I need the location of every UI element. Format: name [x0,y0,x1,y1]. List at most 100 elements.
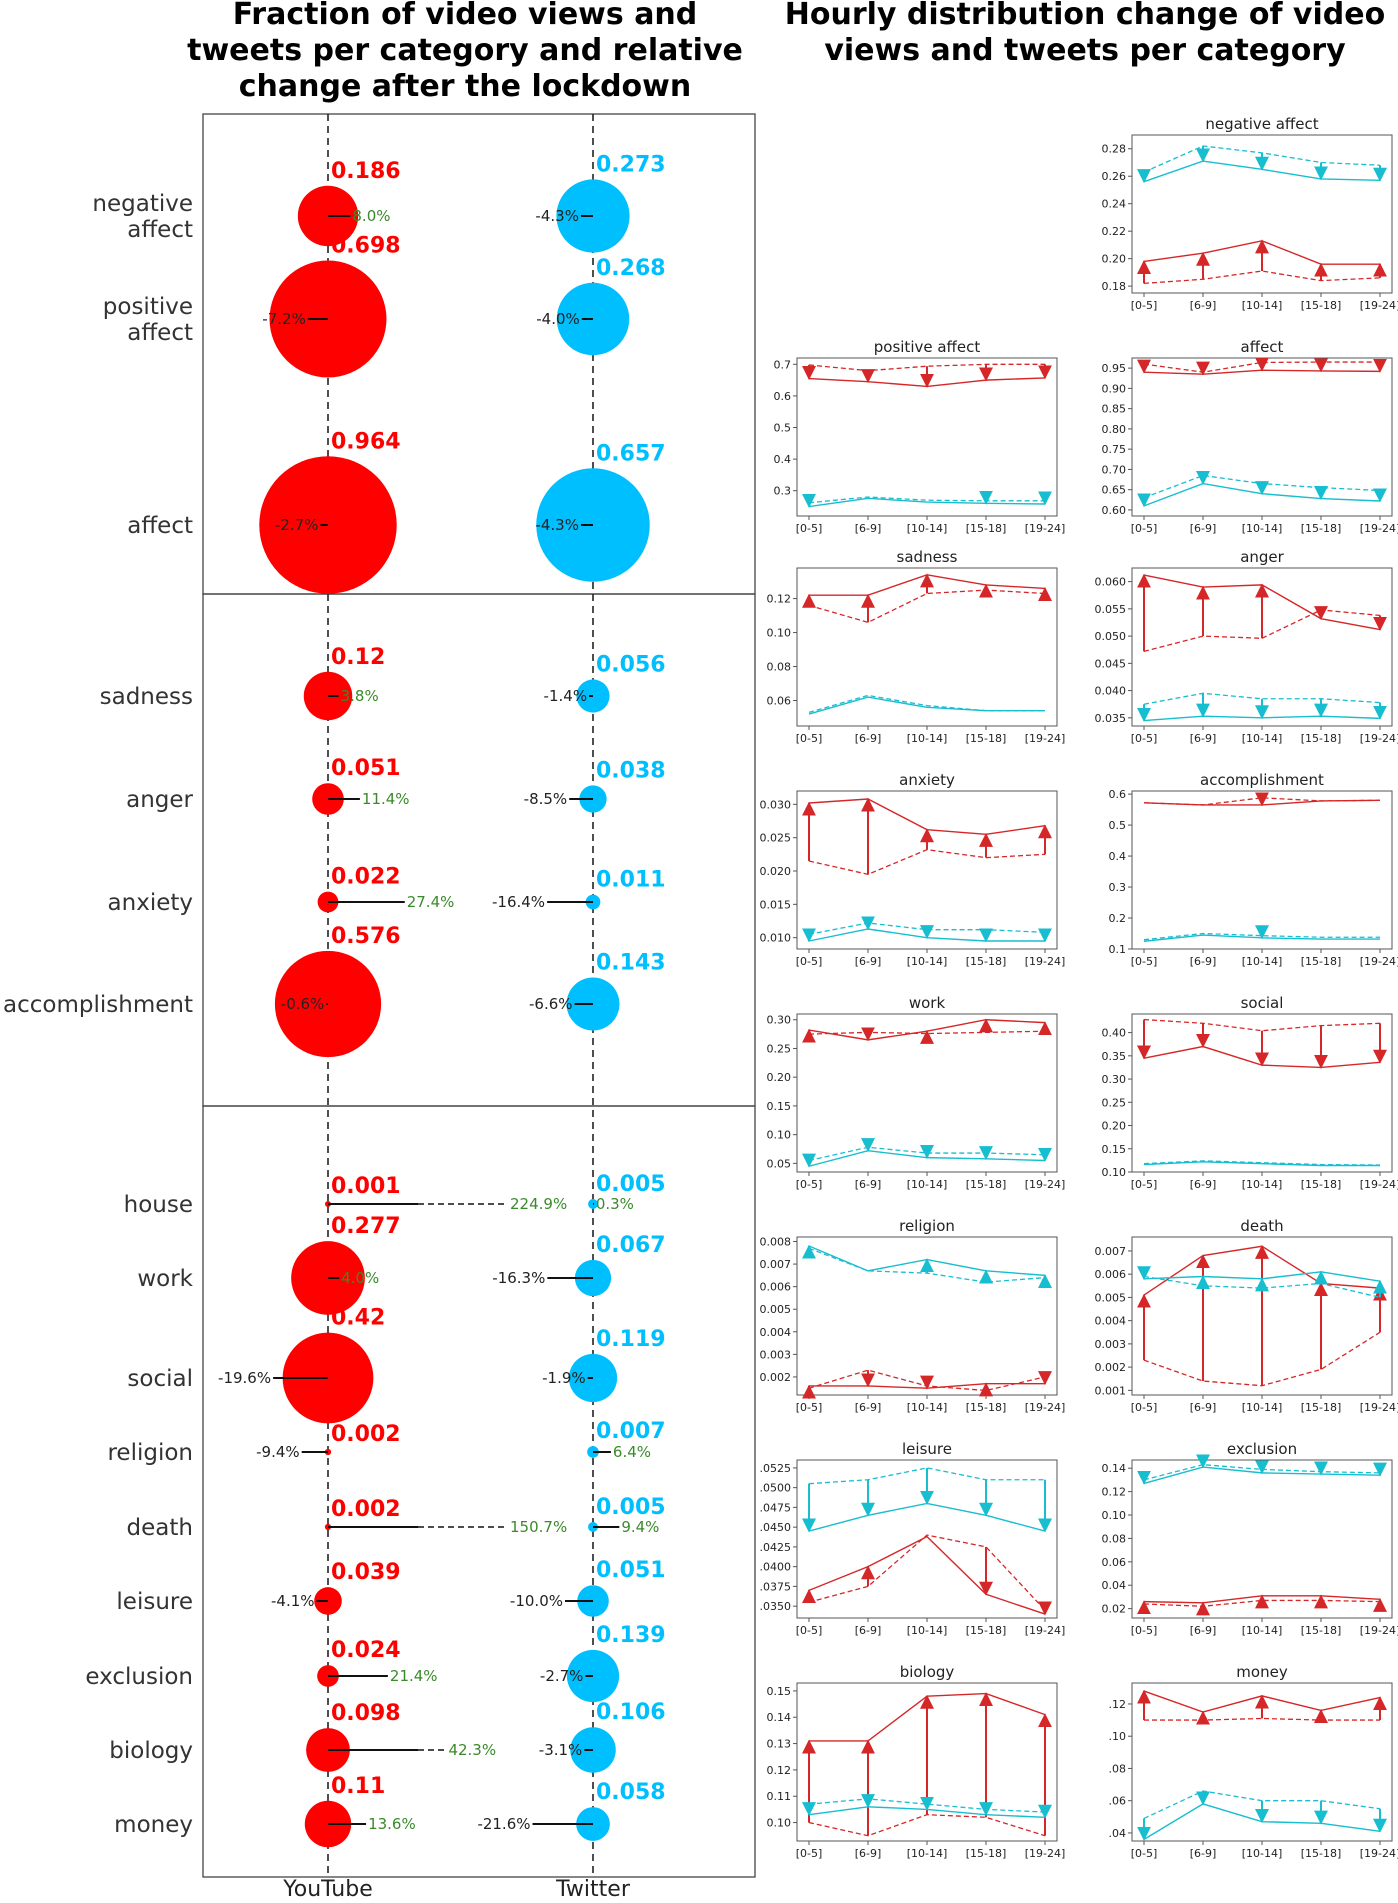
y-tick-label: 0.02 [1102,1603,1127,1616]
category-label: social [127,1366,193,1392]
youtube-value-label: 0.576 [331,924,401,949]
x-tick-label: [15-18] [966,732,1007,745]
y-tick-label: 0.007 [1095,1245,1127,1258]
x-tick-label: [15-18] [1301,1401,1342,1414]
youtube-value-label: 0.186 [331,159,401,184]
twitter-change-label: -3.1% [539,1741,583,1759]
panel-title: positive affect [874,338,981,356]
category-label: anxiety [108,890,193,916]
panel-frame [1132,1460,1392,1618]
x-tick-label: [6-9] [1190,1178,1217,1191]
y-tick-label: 0.2 [1109,912,1127,925]
y-tick-label: 0.06 [767,695,792,708]
y-tick-label: 0.055 [1095,603,1127,616]
x-tick-label: [15-18] [966,1178,1007,1191]
y-tick-label: 0.003 [1095,1338,1127,1351]
x-tick-label: [19-24] [1025,522,1066,535]
panel-religion: religion0.0020.0030.0040.0050.0060.0070.… [760,1217,1066,1414]
y-tick-label: 0.65 [1102,484,1127,497]
x-tick-label: [6-9] [855,1178,882,1191]
y-tick-label: 0.5 [1109,819,1127,832]
twitter-value-label: 0.119 [596,1327,666,1352]
y-tick-label: 0.004 [1095,1315,1127,1328]
panel-title: accomplishment [1200,771,1324,789]
youtube-change-label: -19.6% [218,1369,271,1387]
y-tick-label: 0.007 [760,1258,792,1271]
x-tick-label: [15-18] [1301,1847,1342,1860]
panel-title: exclusion [1227,1440,1297,1458]
panel-title: anxiety [899,771,955,789]
y-tick-label: 0.15 [1102,1143,1127,1156]
twitter-change-label: -2.7% [540,1667,584,1685]
x-tick-label: [0-5] [1131,955,1158,968]
group-frame [203,1106,755,1877]
panel-death: death0.0010.0020.0030.0040.0050.0060.007… [1095,1217,1398,1414]
x-tick-label: [0-5] [796,732,823,745]
left-title-line: change after the lockdown [239,69,692,104]
y-tick-label: 0.003 [760,1348,792,1361]
youtube-change-label: -0.6% [281,995,325,1013]
y-tick-label: 0.10 [767,1129,792,1142]
y-tick-label: 0.24 [1102,198,1127,211]
y-tick-label: 0.5 [774,422,792,435]
y-tick-label: 0.35 [1102,1050,1127,1063]
x-tick-label: [0-5] [1131,1178,1158,1191]
youtube-change-label: 150.7% [510,1518,567,1536]
twitter-value-label: 0.005 [596,1172,666,1197]
x-tick-label: [0-5] [1131,299,1158,312]
x-tick-label: [0-5] [1131,1624,1158,1637]
panel-positive-affect: positive affect0.30.40.50.60.7[0-5][6-9]… [774,338,1066,535]
category-label: sadness [100,684,193,710]
twitter-change-label: 0.3% [596,1195,634,1213]
y-tick-label: 0.025 [760,832,792,845]
twitter-axis-label: Twitter [555,1877,631,1899]
youtube-change-label: 4.0% [341,1269,379,1287]
twitter-value-label: 0.143 [596,951,666,976]
y-tick-label: 0.20 [767,1071,792,1084]
x-tick-label: [10-14] [907,522,948,535]
y-tick-label: 0.95 [1102,362,1127,375]
x-tick-label: [6-9] [855,1624,882,1637]
y-tick-label: 0.14 [1102,1462,1127,1475]
x-tick-label: [19-24] [1025,1401,1066,1414]
youtube-value-label: 0.002 [331,1497,401,1522]
x-tick-label: [15-18] [1301,1624,1342,1637]
x-tick-label: [0-5] [1131,732,1158,745]
x-tick-label: [19-24] [1360,1178,1398,1191]
x-tick-label: [19-24] [1360,299,1398,312]
twitter-value-label: 0.657 [596,441,666,466]
y-tick-label: 0.3 [1109,881,1127,894]
twitter-value-label: 0.058 [596,1780,666,1805]
y-tick-label: 0.10 [1102,1166,1127,1179]
x-tick-label: [0-5] [1131,522,1158,535]
y-tick-label: 0.11 [767,1790,792,1803]
y-tick-label: .0525 [760,1462,792,1475]
category-label: affect [127,217,193,243]
y-tick-label: 0.7 [774,358,792,371]
category-label: biology [109,1738,193,1764]
x-tick-label: [6-9] [1190,299,1217,312]
y-tick-label: 0.10 [767,1817,792,1830]
y-tick-label: 0.005 [760,1303,792,1316]
x-tick-label: [10-14] [1242,1178,1283,1191]
x-tick-label: [15-18] [1301,732,1342,745]
y-tick-label: .0375 [760,1580,792,1593]
y-tick-label: 0.15 [767,1685,792,1698]
category-label: house [124,1192,193,1218]
y-tick-label: 0.10 [767,627,792,640]
x-tick-label: [6-9] [855,1401,882,1414]
y-tick-label: 0.28 [1102,143,1127,156]
y-tick-label: .12 [1109,1698,1127,1711]
x-tick-label: [10-14] [1242,299,1283,312]
x-tick-label: [15-18] [966,1624,1007,1637]
y-tick-label: 0.002 [760,1371,792,1384]
y-tick-label: 0.85 [1102,403,1127,416]
twitter-change-label: -4.3% [535,207,579,225]
y-tick-label: 0.04 [1102,1579,1127,1592]
y-tick-label: 0.25 [767,1042,792,1055]
twitter-value-label: 0.005 [596,1495,666,1520]
y-tick-label: 0.70 [1102,463,1127,476]
y-tick-label: 0.20 [1102,253,1127,266]
x-tick-label: [19-24] [1025,1847,1066,1860]
panel-sadness: sadness0.060.080.100.12[0-5][6-9][10-14]… [767,548,1066,745]
